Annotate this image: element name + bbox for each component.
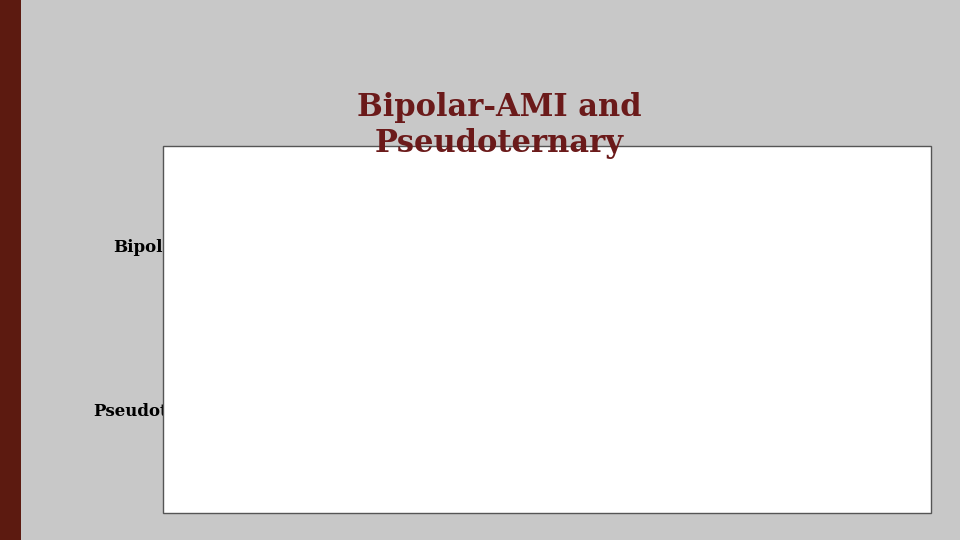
Text: 0: 0 (763, 153, 774, 171)
Text: Bipolar-AMI and
Pseudoternary: Bipolar-AMI and Pseudoternary (357, 92, 641, 159)
Text: 1: 1 (576, 153, 587, 171)
Text: 1: 1 (826, 153, 836, 171)
Text: Bipolar-AMI: Bipolar-AMI (113, 239, 228, 256)
Text: 0: 0 (451, 153, 462, 171)
Text: 0: 0 (389, 153, 399, 171)
Text: 1: 1 (514, 153, 524, 171)
Text: 1: 1 (888, 153, 900, 171)
Text: 0: 0 (701, 153, 711, 171)
Text: 0: 0 (264, 153, 275, 171)
Text: Pseudoternary: Pseudoternary (93, 402, 228, 420)
Text: 0: 0 (638, 153, 649, 171)
Text: 1: 1 (326, 153, 337, 171)
